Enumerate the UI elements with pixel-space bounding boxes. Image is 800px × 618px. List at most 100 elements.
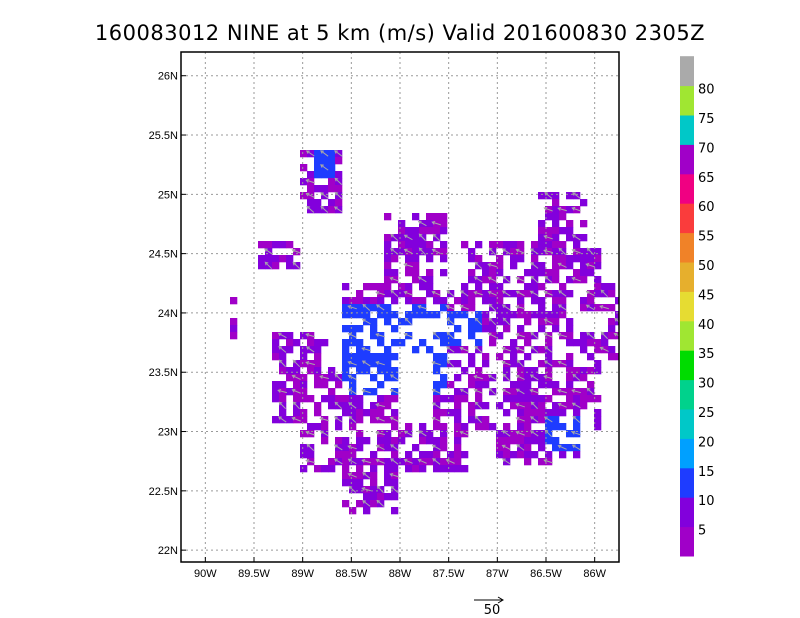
wind-vector xyxy=(572,402,581,409)
field-cell xyxy=(391,479,399,487)
color-bar-bin xyxy=(680,467,694,498)
field-cell xyxy=(321,423,329,431)
field-cell xyxy=(356,346,364,354)
field-cell xyxy=(587,297,595,305)
field-cell xyxy=(538,374,546,382)
wind-vector xyxy=(558,445,567,450)
field-cell xyxy=(538,283,546,291)
field-cell xyxy=(342,402,350,410)
field-cell xyxy=(279,409,287,417)
wind-vector xyxy=(404,459,413,464)
field-cell xyxy=(524,318,532,326)
field-cell xyxy=(601,283,609,291)
field-cell xyxy=(272,339,280,347)
wind-vector-head xyxy=(530,416,534,420)
wind-vector-head xyxy=(487,332,492,337)
wind-vector-head xyxy=(334,401,339,406)
field-cell xyxy=(573,423,581,431)
wind-vector xyxy=(586,332,595,339)
wind-vector-head xyxy=(319,416,324,421)
field-cell xyxy=(412,458,420,466)
wind-vector xyxy=(334,374,343,381)
field-cell xyxy=(300,178,308,186)
field-cell xyxy=(503,241,511,249)
wind-vector xyxy=(418,220,427,227)
field-cell xyxy=(384,283,392,291)
field-cell xyxy=(349,395,357,403)
field-cell xyxy=(496,304,504,312)
wind-vector xyxy=(516,431,525,436)
field-cell xyxy=(356,486,364,494)
field-cell xyxy=(286,367,294,375)
field-cell xyxy=(342,374,350,382)
wind-vector xyxy=(558,248,567,255)
field-cell xyxy=(272,332,280,340)
wind-vector xyxy=(376,403,385,408)
field-cell xyxy=(272,346,280,354)
field-cell xyxy=(503,311,511,319)
field-cell xyxy=(384,395,392,403)
wind-vector-head xyxy=(543,249,548,253)
wind-vector-head xyxy=(334,373,339,378)
field-cell xyxy=(272,381,280,389)
field-cell xyxy=(328,395,336,403)
field-cell xyxy=(356,367,364,375)
wind-vector xyxy=(348,361,357,366)
field-cell xyxy=(426,220,434,228)
field-cell xyxy=(566,430,574,438)
wind-vector-head xyxy=(557,402,562,407)
wind-vector xyxy=(530,332,539,339)
field-cell xyxy=(321,381,329,389)
wind-vector xyxy=(446,359,455,368)
field-cell xyxy=(594,304,602,312)
field-cell xyxy=(524,367,532,375)
field-cell xyxy=(615,353,619,361)
wind-vector-head xyxy=(334,150,338,154)
field-cell xyxy=(384,472,392,480)
field-cell xyxy=(468,269,476,277)
field-cell xyxy=(272,388,280,396)
field-cell xyxy=(293,409,301,417)
field-cell xyxy=(314,360,322,368)
field-cell xyxy=(377,493,385,501)
field-cell xyxy=(321,157,329,165)
field-cell xyxy=(538,248,546,256)
field-cell xyxy=(412,465,420,473)
wind-vector xyxy=(558,389,567,394)
field-cell xyxy=(398,220,406,228)
wind-vector-head xyxy=(306,205,311,210)
field-cell xyxy=(279,395,287,403)
wind-vector xyxy=(460,388,469,395)
wind-vector xyxy=(572,277,581,282)
field-cell xyxy=(321,185,329,193)
field-cell xyxy=(545,227,553,235)
field-cell xyxy=(475,283,483,291)
wind-vector-head xyxy=(586,387,591,392)
wind-vector xyxy=(530,346,539,353)
wind-vector-head xyxy=(572,415,577,420)
field-cell xyxy=(510,353,518,361)
wind-vector xyxy=(516,417,525,422)
field-cell xyxy=(426,437,434,445)
field-cell xyxy=(314,339,322,347)
wind-vector-head xyxy=(515,416,520,421)
field-cell xyxy=(538,444,546,452)
field-cell xyxy=(377,297,385,305)
field-cell xyxy=(552,402,560,410)
wind-vector-head xyxy=(347,458,352,463)
field-cell xyxy=(608,318,616,326)
field-cell xyxy=(524,339,532,347)
wind-vector xyxy=(292,262,301,269)
wind-vector-head xyxy=(571,248,576,253)
field-cell xyxy=(552,241,560,249)
field-cell xyxy=(391,269,399,277)
wind-vector-head xyxy=(501,360,506,365)
field-cell xyxy=(538,346,546,354)
wind-vector xyxy=(320,192,329,199)
field-cell xyxy=(384,213,392,221)
field-cell xyxy=(510,360,518,368)
field-cell xyxy=(391,325,399,333)
wind-vector-head xyxy=(432,331,437,336)
field-cell xyxy=(587,269,595,277)
field-cell xyxy=(482,423,490,431)
